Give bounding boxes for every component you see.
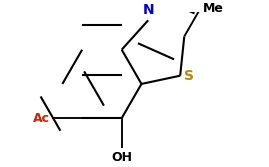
Text: S: S [184, 69, 194, 83]
Text: N: N [142, 4, 154, 18]
Text: OH: OH [111, 151, 132, 164]
Text: Ac: Ac [33, 112, 50, 125]
Text: Me: Me [203, 3, 223, 16]
